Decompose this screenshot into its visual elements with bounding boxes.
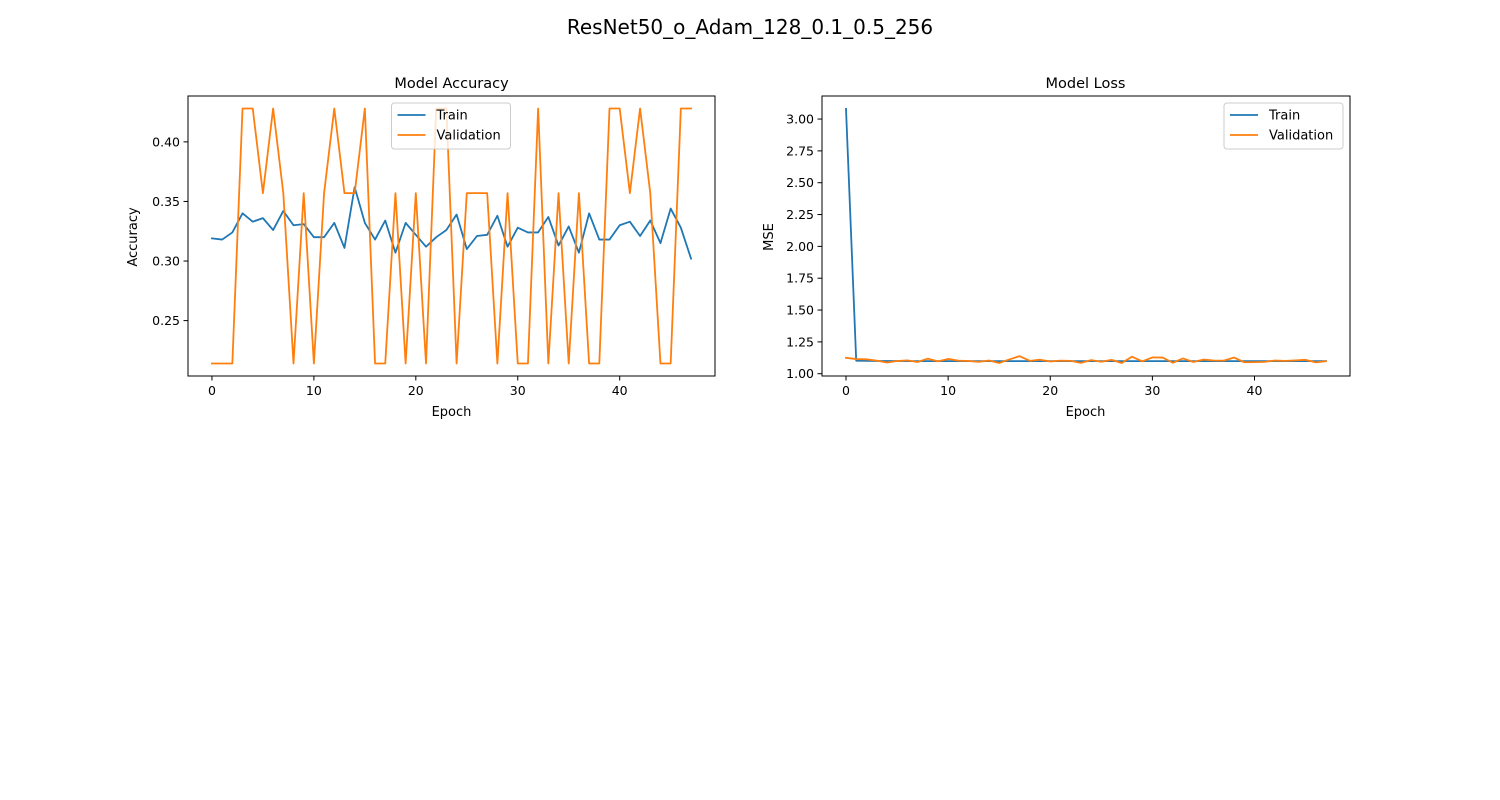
loss-x-tick-label: 40	[1247, 383, 1263, 398]
accuracy-y-tick-label: 0.35	[152, 194, 180, 209]
accuracy-x-tick-label: 10	[306, 383, 322, 398]
loss-chart-title: Model Loss	[1046, 76, 1126, 92]
loss-y-tick-label: 2.25	[786, 207, 814, 222]
loss-x-tick-label: 20	[1042, 383, 1058, 398]
loss-legend: Train Validation	[1223, 102, 1344, 150]
accuracy-subplot: Model Accuracy 0 10 20 30 40 0.25 0.30 0.35 0.4…	[126, 76, 716, 420]
loss-y-axis-label: MSE	[762, 223, 777, 251]
loss-y-tick-label: 1.50	[786, 303, 814, 318]
accuracy-y-tick-label: 0.25	[152, 313, 180, 328]
accuracy-series-line-validation	[211, 107, 692, 365]
loss-x-ticks: 0 10 20 30 40	[842, 376, 1263, 398]
loss-x-tick-label: 30	[1144, 383, 1160, 398]
loss-series-line-validation	[844, 355, 1327, 364]
loss-subplot: Model Loss 0 10 20 30 40 1.00 1.25 1.50 1.75 2.0…	[762, 76, 1351, 420]
loss-y-tick-label: 2.00	[786, 239, 814, 254]
accuracy-y-tick-label: 0.40	[152, 134, 180, 149]
loss-y-tick-label: 1.75	[786, 271, 814, 286]
figure-title: ResNet50_o_Adam_128_0.1_0.5_256	[567, 15, 933, 39]
loss-x-tick-label: 10	[940, 383, 956, 398]
accuracy-y-tick-label: 0.30	[152, 254, 180, 269]
loss-legend-label-train: Train	[1268, 109, 1300, 124]
loss-x-tick-label: 0	[842, 383, 850, 398]
loss-legend-label-validation: Validation	[1269, 129, 1333, 144]
loss-y-tick-label: 1.00	[786, 366, 814, 381]
loss-y-ticks: 1.00 1.25 1.50 1.75 2.00 2.25 2.50 2.75 3.00	[786, 112, 822, 381]
accuracy-legend-label-train: Train	[436, 109, 468, 124]
accuracy-x-tick-label: 40	[612, 383, 628, 398]
accuracy-legend: Train Validation	[391, 102, 511, 150]
loss-y-tick-label: 2.50	[786, 175, 814, 190]
accuracy-y-ticks: 0.25 0.30 0.35 0.40	[152, 134, 188, 328]
accuracy-axes-frame	[187, 95, 716, 377]
accuracy-legend-label-validation: Validation	[437, 129, 501, 144]
loss-y-tick-label: 3.00	[786, 112, 814, 127]
loss-plot-lines	[844, 107, 1327, 364]
accuracy-x-ticks: 0 10 20 30 40	[208, 376, 628, 398]
loss-y-tick-label: 2.75	[786, 143, 814, 158]
accuracy-chart-title: Model Accuracy	[394, 76, 509, 92]
accuracy-x-tick-label: 20	[408, 383, 424, 398]
accuracy-x-tick-label: 30	[510, 383, 526, 398]
accuracy-x-axis-label: Epoch	[432, 405, 472, 420]
accuracy-plot-lines	[210, 107, 693, 365]
accuracy-y-axis-label: Accuracy	[126, 207, 141, 267]
loss-y-tick-label: 1.25	[786, 334, 814, 349]
loss-x-axis-label: Epoch	[1066, 405, 1106, 420]
accuracy-x-tick-label: 0	[208, 383, 216, 398]
loss-axes-frame	[821, 95, 1351, 377]
